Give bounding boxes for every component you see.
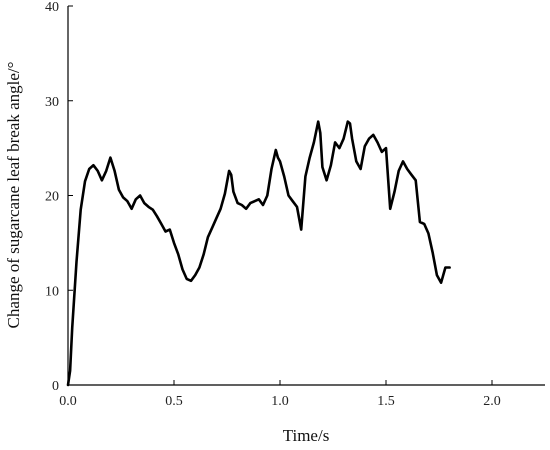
y-tick-label: 40 xyxy=(45,0,59,15)
y-axis-title: Change of sugarcane leaf break angle/° xyxy=(4,62,23,329)
y-tick-label: 10 xyxy=(45,284,59,299)
y-tick-label: 20 xyxy=(45,190,59,205)
y-ticks: 0 10 20 30 40 xyxy=(45,0,73,394)
series-line xyxy=(66,120,451,387)
series-layer xyxy=(66,120,451,387)
y-tick-label: 30 xyxy=(45,95,59,110)
x-tick-label: 2.0 xyxy=(483,394,501,409)
x-ticks: 0.0 0.5 1.0 1.5 2.0 xyxy=(59,380,501,409)
x-tick-label: 0.0 xyxy=(59,394,77,409)
x-tick-label: 1.0 xyxy=(271,394,289,409)
x-tick-label: 0.5 xyxy=(165,394,183,409)
x-axis-title: Time/s xyxy=(283,426,330,445)
x-tick-label: 1.5 xyxy=(377,394,395,409)
y-tick-label: 0 xyxy=(52,379,59,394)
